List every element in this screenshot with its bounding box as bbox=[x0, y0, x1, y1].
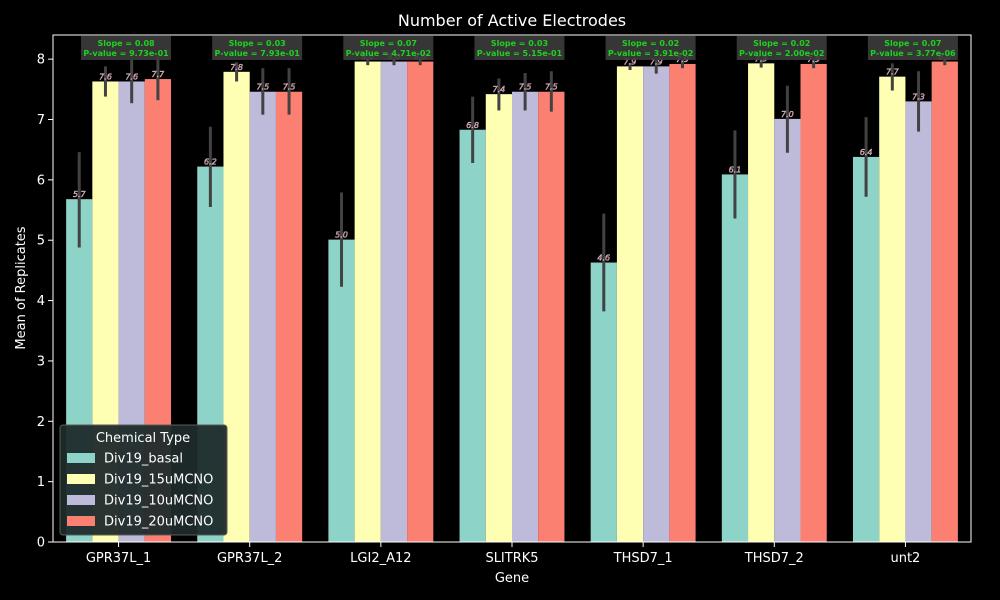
y-tick-label: 4 bbox=[37, 294, 45, 309]
stat-pvalue-text: P-value = 5.15e-01 bbox=[477, 49, 563, 58]
stat-slope-text: Slope = 0.07 bbox=[884, 39, 941, 48]
bar bbox=[459, 129, 486, 542]
stat-pvalue-text: P-value = 4.71e-02 bbox=[346, 49, 431, 58]
bar-value-label: 5.0 bbox=[335, 231, 348, 240]
stat-slope-text: Slope = 0.07 bbox=[360, 39, 417, 48]
stat-box bbox=[867, 36, 958, 60]
legend: Chemical Type Div19_basalDiv19_15uMCNODi… bbox=[59, 424, 228, 536]
chart-title: Number of Active Electrodes bbox=[398, 11, 626, 30]
stat-pvalue-text: P-value = 3.91e-02 bbox=[608, 49, 693, 58]
stat-slope-text: Slope = 0.03 bbox=[491, 39, 548, 48]
bar-value-label: 6.8 bbox=[466, 121, 479, 130]
bar bbox=[905, 101, 932, 543]
bar bbox=[354, 61, 381, 543]
bar bbox=[485, 94, 512, 543]
y-axis-title: Mean of Replicates bbox=[14, 226, 29, 349]
plot-area: 5.76.25.06.84.66.16.47.67.88.07.47.97.97… bbox=[37, 34, 972, 566]
bar bbox=[852, 156, 880, 542]
legend-swatch bbox=[67, 453, 95, 463]
bar-value-label: 7.4 bbox=[493, 85, 506, 94]
x-tick-label: LGI2_A12 bbox=[350, 551, 411, 566]
bar bbox=[249, 91, 276, 542]
legend-label: Div19_basal bbox=[104, 452, 183, 467]
bar bbox=[380, 61, 408, 543]
x-tick-label: unt2 bbox=[890, 551, 920, 566]
bar bbox=[512, 91, 539, 542]
y-tick-label: 6 bbox=[37, 173, 45, 188]
bar bbox=[721, 174, 749, 543]
stat-slope-text: Slope = 0.03 bbox=[229, 39, 286, 48]
legend-label: Div19_20uMCNO bbox=[104, 515, 213, 530]
x-tick-label: THSD7_2 bbox=[744, 551, 804, 566]
bar-value-label: 7.5 bbox=[519, 83, 532, 92]
stat-slope-text: Slope = 0.08 bbox=[97, 39, 155, 48]
bar bbox=[748, 63, 775, 542]
legend-swatch bbox=[67, 495, 95, 505]
bar-value-label: 7.5 bbox=[545, 83, 558, 92]
bar-value-label: 6.4 bbox=[860, 148, 873, 157]
y-tick-label: 3 bbox=[37, 354, 45, 369]
y-tick-label: 0 bbox=[37, 536, 45, 551]
bar bbox=[275, 91, 303, 542]
x-tick-label: SLITRK5 bbox=[485, 551, 538, 566]
bar-value-label: 6.1 bbox=[729, 165, 742, 174]
y-tick-label: 2 bbox=[37, 415, 45, 430]
bar bbox=[223, 71, 250, 542]
bar bbox=[774, 118, 801, 543]
legend-swatch bbox=[67, 516, 95, 526]
stat-box bbox=[605, 36, 696, 60]
y-tick-label: 8 bbox=[37, 53, 45, 68]
y-tick-label: 7 bbox=[37, 113, 45, 128]
bar-value-label: 7.5 bbox=[283, 83, 296, 92]
bar bbox=[643, 66, 670, 542]
bar-value-label: 7.6 bbox=[99, 72, 112, 81]
bar bbox=[800, 63, 827, 542]
bar-value-label: 7.9 bbox=[624, 57, 637, 66]
stat-box bbox=[212, 36, 303, 60]
x-axis-title: Gene bbox=[495, 571, 529, 586]
stat-box bbox=[736, 36, 827, 60]
bar bbox=[931, 61, 958, 543]
stat-box bbox=[81, 36, 172, 60]
x-tick-label: GPR37L_1 bbox=[86, 551, 152, 566]
x-tick-label: THSD7_1 bbox=[613, 551, 673, 566]
bar bbox=[879, 76, 906, 543]
stat-slope-text: Slope = 0.02 bbox=[622, 39, 679, 48]
bar bbox=[538, 91, 565, 542]
legend-title: Chemical Type bbox=[96, 431, 190, 446]
legend-items: Div19_basal Div19_15uMCNO Div19_10uMCNO Div… bbox=[67, 452, 213, 530]
bar-value-label: 4.6 bbox=[597, 254, 610, 263]
x-tick-label: GPR37L_2 bbox=[217, 551, 283, 566]
y-tick-label: 5 bbox=[37, 234, 45, 249]
bar bbox=[616, 66, 644, 542]
legend-label: Div19_10uMCNO bbox=[104, 494, 213, 509]
stat-box bbox=[343, 36, 434, 60]
legend-box bbox=[59, 424, 228, 536]
stat-slope-text: Slope = 0.02 bbox=[753, 39, 810, 48]
bar-value-label: 7.5 bbox=[256, 83, 269, 92]
bar-value-label: 6.2 bbox=[204, 158, 217, 167]
bar-value-label: 7.0 bbox=[781, 110, 794, 119]
legend-swatch bbox=[67, 474, 95, 484]
bar-value-label: 7.9 bbox=[650, 57, 663, 66]
bar-value-label: 5.7 bbox=[73, 190, 87, 199]
bar-value-label: 7.8 bbox=[230, 63, 243, 72]
bar-value-label: 7.6 bbox=[125, 72, 138, 81]
y-tick-label: 1 bbox=[37, 475, 45, 490]
legend-label: Div19_15uMCNO bbox=[104, 473, 213, 488]
bar bbox=[669, 63, 696, 542]
bar bbox=[407, 61, 434, 543]
stat-pvalue-text: P-value = 2.00e-02 bbox=[739, 49, 824, 58]
bar-value-label: 7.3 bbox=[912, 92, 925, 101]
stat-pvalue-text: P-value = 7.93e-01 bbox=[214, 49, 300, 58]
bar bbox=[328, 239, 355, 542]
stat-pvalue-text: P-value = 9.73e-01 bbox=[83, 49, 169, 58]
stat-pvalue-text: P-value = 3.77e-06 bbox=[870, 49, 956, 58]
bar-value-label: 7.7 bbox=[886, 68, 900, 77]
stat-box bbox=[474, 36, 565, 60]
bar-value-label: 7.7 bbox=[152, 70, 166, 79]
